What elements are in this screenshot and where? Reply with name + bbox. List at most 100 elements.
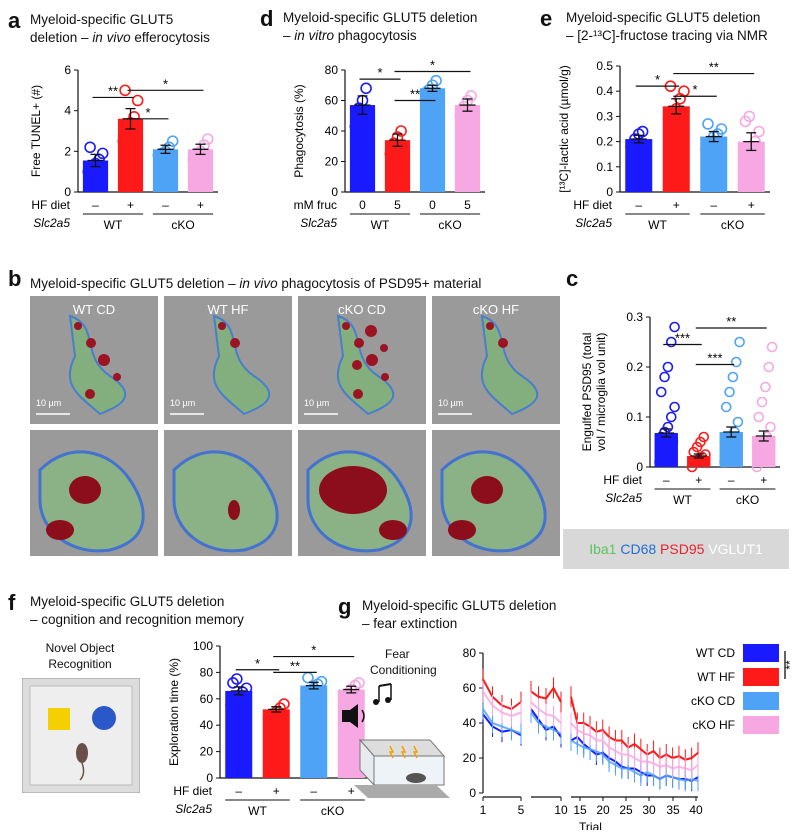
y-tick-label: 100 bbox=[193, 639, 213, 653]
data-point bbox=[353, 677, 365, 689]
group-label: WT bbox=[104, 218, 123, 232]
panel-label-d: d bbox=[260, 6, 274, 31]
psd95-inclusion bbox=[86, 338, 96, 348]
group-label: cKO bbox=[438, 218, 461, 232]
data-point bbox=[753, 125, 765, 138]
psd95-inclusion bbox=[381, 373, 389, 381]
scale-bar-label: 10 µm bbox=[304, 398, 330, 408]
panel-d-title-line1: Myeloid-specific GLUT5 deletion bbox=[283, 10, 478, 25]
legend-cd68: CD68 bbox=[620, 541, 657, 557]
microscopy-image-zoom bbox=[164, 430, 292, 556]
significance-label: * bbox=[145, 105, 150, 120]
psd95-inclusion bbox=[353, 389, 363, 399]
data-point bbox=[665, 336, 677, 348]
data-point bbox=[163, 141, 175, 154]
data-point bbox=[655, 386, 667, 398]
bar bbox=[384, 140, 411, 192]
psd95-inclusion bbox=[69, 476, 101, 504]
data-point bbox=[96, 147, 109, 160]
y-tick-label: 0 bbox=[331, 185, 338, 199]
bar bbox=[419, 88, 446, 192]
x-tick-label: 20 bbox=[596, 803, 610, 817]
data-point bbox=[395, 125, 407, 137]
y-tick-label: 0.2 bbox=[596, 135, 613, 149]
row1-value: 5 bbox=[464, 198, 471, 212]
psd95-inclusion bbox=[486, 322, 494, 330]
significance-label: ** bbox=[783, 660, 795, 670]
y-tick-label: 20 bbox=[200, 745, 214, 759]
panel-f-title-line2: – cognition and recognition memory bbox=[30, 612, 244, 627]
psd95-inclusion bbox=[365, 325, 377, 337]
bar bbox=[454, 105, 481, 192]
psd95-inclusion bbox=[218, 322, 226, 330]
y-tick-label: 20 bbox=[463, 751, 477, 765]
y-tick-label: 6 bbox=[64, 63, 71, 77]
psd95-inclusion bbox=[98, 354, 110, 366]
row1-value: + bbox=[673, 198, 680, 212]
data-point bbox=[262, 712, 275, 725]
bar bbox=[349, 105, 376, 192]
row2-label: Slc2a5 bbox=[575, 216, 612, 230]
data-point bbox=[166, 135, 179, 147]
panel-label-g: g bbox=[338, 594, 352, 619]
data-point bbox=[240, 682, 253, 695]
legend-label: cKO HF bbox=[692, 718, 735, 732]
psd95-inclusion bbox=[74, 322, 82, 330]
bar bbox=[262, 709, 290, 778]
microglia-render bbox=[304, 314, 395, 416]
significance-label: ** bbox=[410, 87, 420, 102]
data-point bbox=[753, 411, 765, 423]
significance-label: *** bbox=[675, 331, 690, 346]
microglia-shape bbox=[480, 314, 539, 416]
legend-swatch bbox=[743, 716, 779, 734]
stain-legend: Iba1 CD68 PSD95 VGLUT1 bbox=[563, 529, 789, 569]
data-point bbox=[730, 356, 742, 368]
psd95-inclusion bbox=[471, 476, 503, 504]
row2-label: Slc2a5 bbox=[605, 491, 642, 505]
data-point bbox=[388, 137, 400, 149]
y-axis-label: Free TUNEL+ (#) bbox=[29, 85, 43, 177]
row1-value: – bbox=[728, 473, 735, 487]
chart-g: 020406080Freezing (%)1510152025303540Tri… bbox=[463, 644, 795, 830]
psd95-inclusion bbox=[498, 338, 508, 348]
data-point bbox=[667, 436, 679, 448]
microscopy-image-label: WT HF bbox=[207, 302, 249, 317]
legend-swatch bbox=[743, 668, 779, 686]
y-tick-label: 0.1 bbox=[626, 410, 643, 424]
data-point bbox=[734, 336, 745, 348]
microscopy-image-overview: WT HF 10 µm bbox=[164, 296, 292, 424]
data-point bbox=[766, 341, 778, 353]
y-tick-label: 0 bbox=[606, 185, 613, 199]
y-tick-label: 0 bbox=[206, 771, 213, 785]
significance-label: * bbox=[255, 656, 260, 671]
panel-label-e: e bbox=[540, 6, 553, 31]
panel-e-title-line1: Myeloid-specific GLUT5 deletion bbox=[566, 10, 761, 25]
panel-g-title-line2: – fear extinction bbox=[362, 616, 458, 631]
group-label: cKO bbox=[171, 218, 194, 232]
psd95-inclusion bbox=[352, 360, 362, 370]
x-tick-label: 1 bbox=[480, 803, 487, 817]
microscopy-image-overview: cKO HF 10 µm bbox=[432, 296, 560, 424]
x-tick-label: 35 bbox=[666, 803, 680, 817]
row1-value: + bbox=[760, 473, 767, 487]
x-tick-label: 15 bbox=[573, 803, 587, 817]
data-point bbox=[763, 361, 775, 373]
y-tick-label: 20 bbox=[325, 155, 339, 169]
data-point bbox=[760, 381, 771, 393]
panel-b-title: Myeloid-specific GLUT5 deletion – in viv… bbox=[30, 276, 482, 291]
microscopy-image-label: cKO HF bbox=[472, 302, 520, 317]
data-point bbox=[117, 135, 130, 147]
row1-label: HF diet bbox=[31, 198, 70, 212]
data-point bbox=[755, 451, 766, 463]
significance-label: * bbox=[377, 65, 382, 80]
chart-c: 0 0.1 0.2 0.3 Engulfed PSD95 (total vol / mic… bbox=[580, 310, 780, 507]
panel-e-title-line2: – [2-¹³C]-fructose tracing via NMR bbox=[566, 28, 768, 43]
microglia-zoom-render bbox=[440, 450, 547, 553]
microglia-zoom-render bbox=[172, 450, 279, 553]
y-axis-label-line2: vol / microglia vol unit) bbox=[594, 333, 608, 452]
significance-label: ** bbox=[709, 60, 719, 75]
psd95-inclusion bbox=[448, 520, 476, 540]
significance-label: ** bbox=[726, 314, 736, 329]
significance-label: *** bbox=[707, 351, 722, 366]
